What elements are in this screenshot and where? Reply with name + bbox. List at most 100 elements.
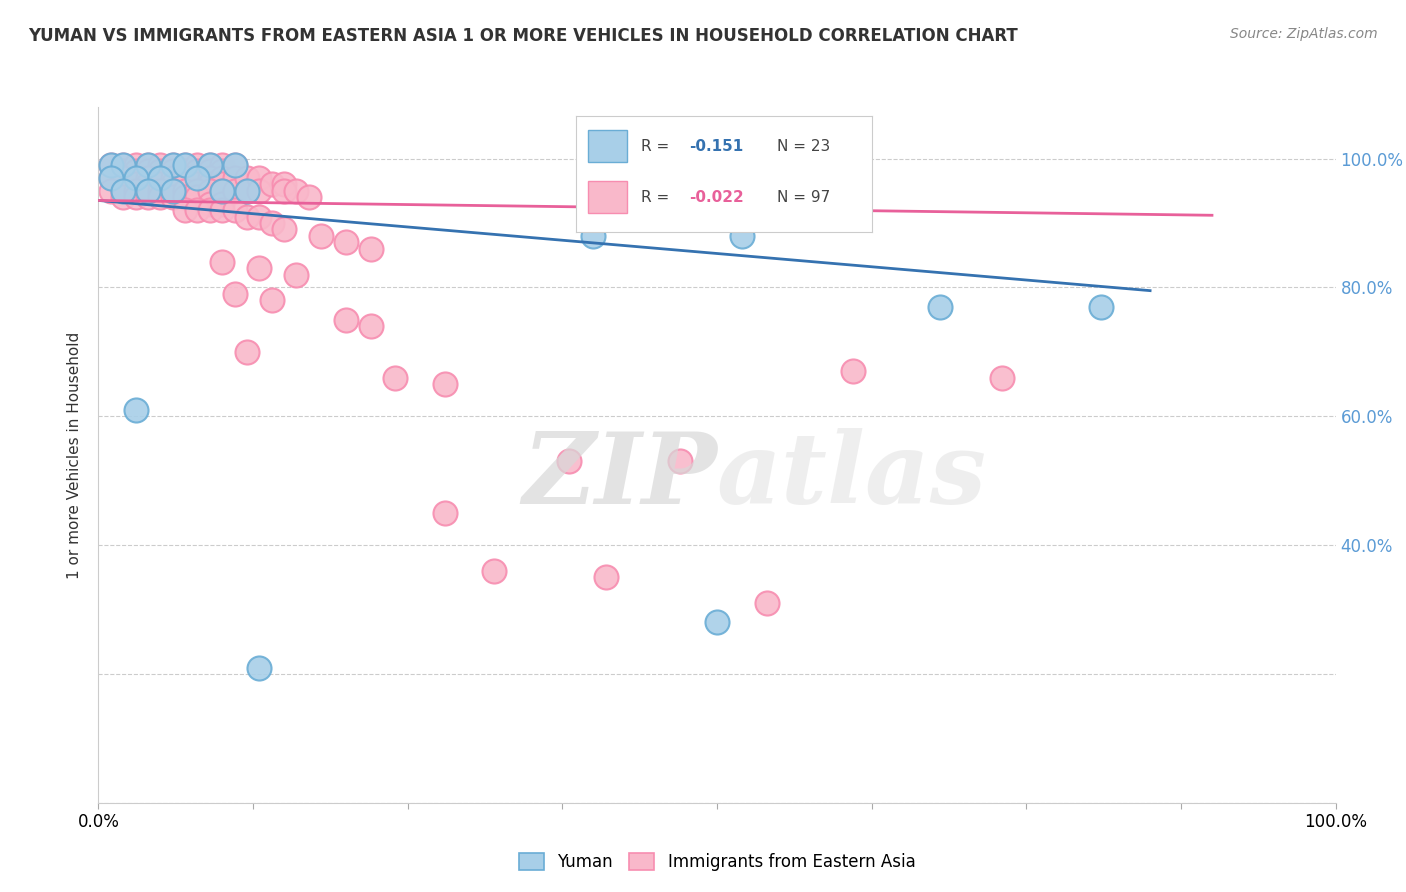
Point: [335, 312, 357, 326]
Point: [211, 178, 233, 192]
Point: [595, 570, 617, 584]
Point: [186, 178, 208, 192]
Point: [112, 158, 135, 172]
Point: [112, 184, 135, 198]
Point: [198, 164, 221, 178]
Text: ZIP: ZIP: [522, 427, 717, 524]
Point: [100, 158, 122, 172]
Point: [198, 178, 221, 192]
Point: [247, 170, 270, 185]
Point: [174, 190, 197, 204]
Point: [174, 184, 197, 198]
Point: [755, 596, 778, 610]
Point: [211, 184, 233, 198]
Point: [433, 506, 456, 520]
Text: -0.022: -0.022: [689, 190, 744, 204]
Point: [136, 158, 159, 172]
Point: [260, 178, 283, 192]
Point: [285, 268, 308, 282]
Point: [136, 164, 159, 178]
Point: [124, 170, 146, 185]
Point: [112, 158, 135, 172]
Point: [260, 216, 283, 230]
Point: [236, 184, 259, 198]
Point: [582, 228, 605, 243]
Point: [112, 190, 135, 204]
Text: -0.151: -0.151: [689, 138, 742, 153]
Point: [433, 377, 456, 392]
Point: [211, 203, 233, 218]
Point: [198, 158, 221, 172]
Point: [149, 178, 172, 192]
Point: [162, 158, 184, 172]
Point: [100, 158, 122, 172]
Legend: Yuman, Immigrants from Eastern Asia: Yuman, Immigrants from Eastern Asia: [512, 847, 922, 878]
Point: [174, 203, 197, 218]
Point: [124, 190, 146, 204]
Point: [136, 158, 159, 172]
Point: [186, 164, 208, 178]
Point: [224, 203, 246, 218]
Point: [186, 170, 208, 185]
Point: [149, 158, 172, 172]
Point: [273, 222, 295, 236]
Point: [247, 210, 270, 224]
Point: [136, 178, 159, 192]
Point: [309, 228, 332, 243]
Point: [198, 158, 221, 172]
Point: [174, 178, 197, 192]
Point: [198, 170, 221, 185]
Point: [112, 178, 135, 192]
Point: [335, 235, 357, 250]
Point: [360, 319, 382, 334]
Point: [198, 196, 221, 211]
Text: R =: R =: [641, 138, 675, 153]
Text: YUMAN VS IMMIGRANTS FROM EASTERN ASIA 1 OR MORE VEHICLES IN HOUSEHOLD CORRELATIO: YUMAN VS IMMIGRANTS FROM EASTERN ASIA 1 …: [28, 27, 1018, 45]
Point: [124, 184, 146, 198]
Point: [224, 184, 246, 198]
Text: N = 97: N = 97: [778, 190, 831, 204]
Point: [211, 170, 233, 185]
Point: [298, 190, 321, 204]
Point: [236, 344, 259, 359]
Y-axis label: 1 or more Vehicles in Household: 1 or more Vehicles in Household: [67, 331, 83, 579]
Point: [162, 184, 184, 198]
Point: [186, 184, 208, 198]
Point: [1090, 300, 1112, 314]
Point: [186, 203, 208, 218]
Point: [211, 254, 233, 268]
Point: [124, 178, 146, 192]
Point: [224, 286, 246, 301]
Point: [731, 228, 754, 243]
Point: [273, 184, 295, 198]
Point: [669, 454, 692, 468]
Point: [149, 170, 172, 185]
Point: [224, 170, 246, 185]
Point: [211, 184, 233, 198]
Point: [247, 261, 270, 276]
Point: [112, 184, 135, 198]
Point: [211, 164, 233, 178]
Point: [236, 210, 259, 224]
Point: [124, 170, 146, 185]
Point: [224, 158, 246, 172]
Point: [100, 170, 122, 185]
Bar: [588, 181, 627, 213]
Point: [149, 170, 172, 185]
Point: [162, 158, 184, 172]
Point: [174, 170, 197, 185]
Point: [100, 184, 122, 198]
Point: [186, 170, 208, 185]
Text: Source: ZipAtlas.com: Source: ZipAtlas.com: [1230, 27, 1378, 41]
Point: [174, 158, 197, 172]
Point: [260, 293, 283, 308]
Point: [186, 158, 208, 172]
Point: [162, 164, 184, 178]
Point: [198, 203, 221, 218]
Point: [162, 184, 184, 198]
Point: [136, 184, 159, 198]
Point: [149, 164, 172, 178]
Text: R =: R =: [641, 190, 675, 204]
Text: atlas: atlas: [717, 427, 987, 524]
Point: [360, 242, 382, 256]
